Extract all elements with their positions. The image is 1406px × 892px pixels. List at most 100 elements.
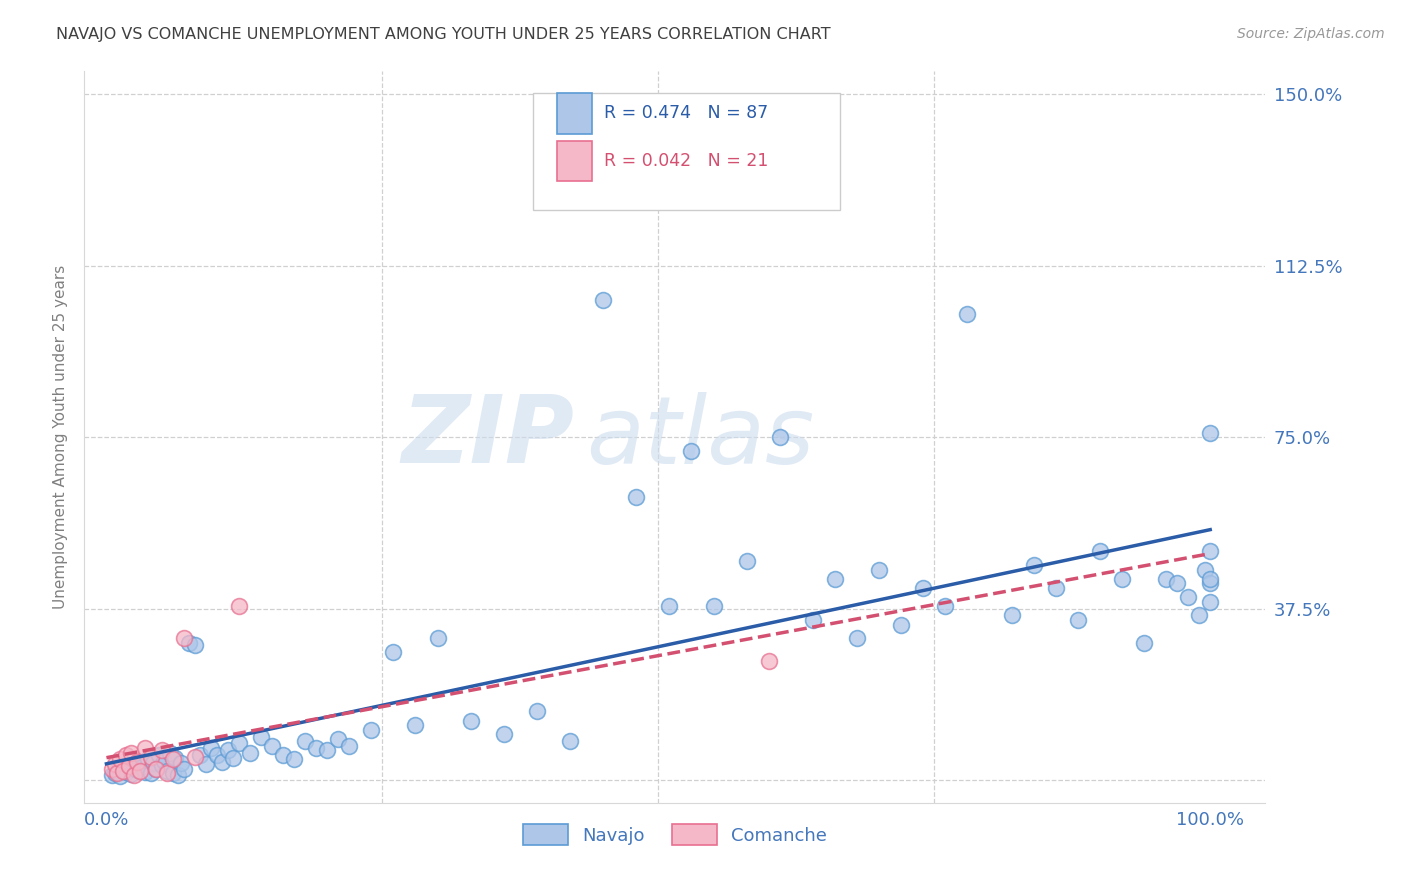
Point bbox=[305, 740, 328, 755]
Point bbox=[184, 750, 207, 764]
Point bbox=[526, 705, 548, 719]
Point bbox=[405, 718, 427, 732]
Point bbox=[131, 760, 153, 774]
Point bbox=[120, 746, 142, 760]
Point bbox=[681, 443, 703, 458]
Text: R = 0.042   N = 21: R = 0.042 N = 21 bbox=[605, 152, 769, 170]
Point bbox=[735, 553, 758, 567]
Text: Source: ZipAtlas.com: Source: ZipAtlas.com bbox=[1237, 27, 1385, 41]
Y-axis label: Unemployment Among Youth under 25 years: Unemployment Among Youth under 25 years bbox=[52, 265, 67, 609]
Point bbox=[128, 755, 150, 769]
Point bbox=[122, 756, 145, 771]
Point bbox=[107, 766, 129, 780]
Point bbox=[1133, 636, 1156, 650]
Point bbox=[115, 747, 138, 762]
Point bbox=[205, 747, 228, 762]
Bar bbox=[557, 94, 592, 134]
Point bbox=[211, 755, 233, 769]
Point bbox=[846, 632, 869, 646]
Point bbox=[1166, 576, 1188, 591]
Point bbox=[1194, 563, 1216, 577]
Point bbox=[1199, 572, 1222, 586]
Point bbox=[1088, 544, 1111, 558]
Text: atlas: atlas bbox=[586, 392, 814, 483]
Point bbox=[912, 581, 935, 595]
Point bbox=[134, 740, 156, 755]
Point bbox=[101, 768, 124, 782]
Point bbox=[250, 730, 273, 744]
Point bbox=[139, 766, 162, 780]
Point bbox=[1199, 594, 1222, 608]
Bar bbox=[557, 141, 592, 181]
Text: NAVAJO VS COMANCHE UNEMPLOYMENT AMONG YOUTH UNDER 25 YEARS CORRELATION CHART: NAVAJO VS COMANCHE UNEMPLOYMENT AMONG YO… bbox=[56, 27, 831, 42]
Point bbox=[1199, 576, 1222, 591]
Point bbox=[138, 752, 160, 766]
Point bbox=[145, 762, 167, 776]
Point bbox=[626, 490, 648, 504]
Point bbox=[337, 739, 360, 753]
Point bbox=[934, 599, 956, 614]
Point bbox=[1000, 608, 1022, 623]
Point bbox=[104, 766, 127, 780]
Point bbox=[122, 768, 145, 782]
Point bbox=[156, 766, 179, 780]
Text: R = 0.474   N = 87: R = 0.474 N = 87 bbox=[605, 104, 768, 122]
Point bbox=[150, 758, 173, 772]
Point bbox=[115, 764, 138, 779]
Point bbox=[1045, 581, 1067, 595]
Point bbox=[173, 632, 195, 646]
Point bbox=[139, 750, 162, 764]
Point bbox=[1177, 590, 1199, 604]
Point bbox=[956, 307, 979, 321]
Point bbox=[163, 751, 186, 765]
Point bbox=[159, 746, 181, 760]
Point bbox=[769, 430, 792, 444]
Point bbox=[156, 764, 179, 778]
Point bbox=[101, 762, 124, 776]
Point bbox=[460, 714, 482, 728]
FancyBboxPatch shape bbox=[533, 94, 841, 211]
Point bbox=[150, 743, 173, 757]
Point bbox=[228, 599, 250, 614]
Point bbox=[382, 645, 405, 659]
Point bbox=[294, 734, 316, 748]
Point bbox=[127, 755, 149, 769]
Point bbox=[492, 727, 515, 741]
Point bbox=[184, 638, 207, 652]
Point bbox=[142, 756, 165, 770]
Point bbox=[188, 747, 211, 762]
Point bbox=[117, 759, 139, 773]
Point bbox=[360, 723, 382, 737]
Point bbox=[104, 756, 127, 771]
Point bbox=[1067, 613, 1090, 627]
Point bbox=[111, 762, 134, 776]
Point bbox=[1111, 572, 1133, 586]
Point bbox=[153, 754, 176, 768]
Point bbox=[148, 747, 170, 762]
Point bbox=[128, 764, 150, 778]
Point bbox=[145, 762, 167, 776]
Point bbox=[592, 293, 614, 307]
Point bbox=[173, 762, 195, 776]
Point bbox=[239, 746, 262, 760]
Point bbox=[162, 752, 184, 766]
Point bbox=[316, 743, 339, 757]
Point bbox=[260, 739, 283, 753]
Point bbox=[111, 764, 134, 778]
Point bbox=[167, 768, 190, 782]
Point bbox=[194, 756, 217, 771]
Point bbox=[228, 736, 250, 750]
Point bbox=[1022, 558, 1045, 573]
Point bbox=[179, 636, 201, 650]
Point bbox=[271, 747, 294, 762]
Point bbox=[217, 743, 239, 757]
Point bbox=[127, 763, 149, 777]
Point bbox=[120, 767, 142, 781]
Point bbox=[426, 632, 449, 646]
Point bbox=[1188, 608, 1211, 623]
Text: ZIP: ZIP bbox=[402, 391, 575, 483]
Point bbox=[170, 756, 193, 770]
Point bbox=[658, 599, 681, 614]
Point bbox=[222, 751, 245, 765]
Point bbox=[1199, 544, 1222, 558]
